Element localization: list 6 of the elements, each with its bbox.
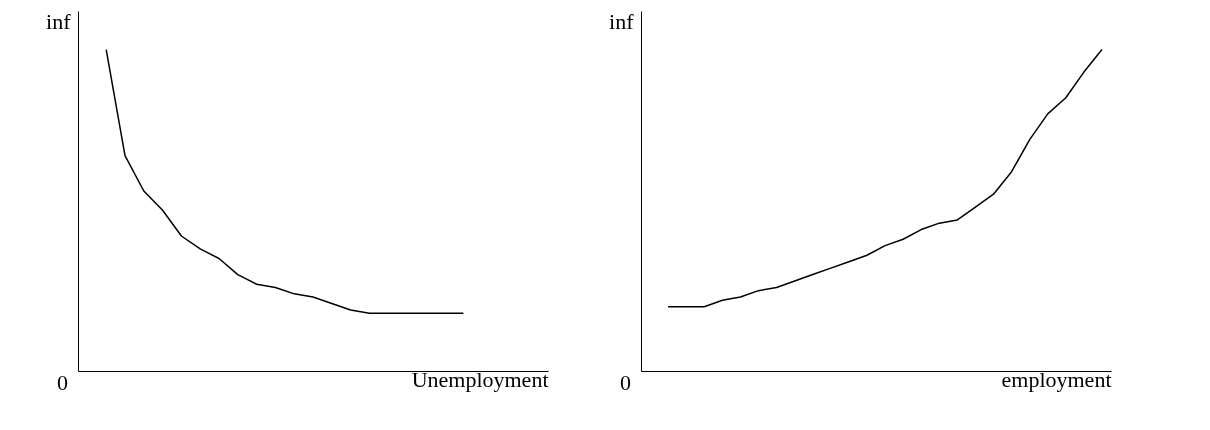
y-axis-title: inf: [609, 8, 635, 34]
x-axis-title: Unemployment: [411, 366, 549, 392]
text: 0: [57, 370, 68, 395]
text: 0: [620, 370, 631, 395]
x-axis-title: employment: [1001, 366, 1112, 392]
y-axis-title: inf: [46, 8, 72, 34]
